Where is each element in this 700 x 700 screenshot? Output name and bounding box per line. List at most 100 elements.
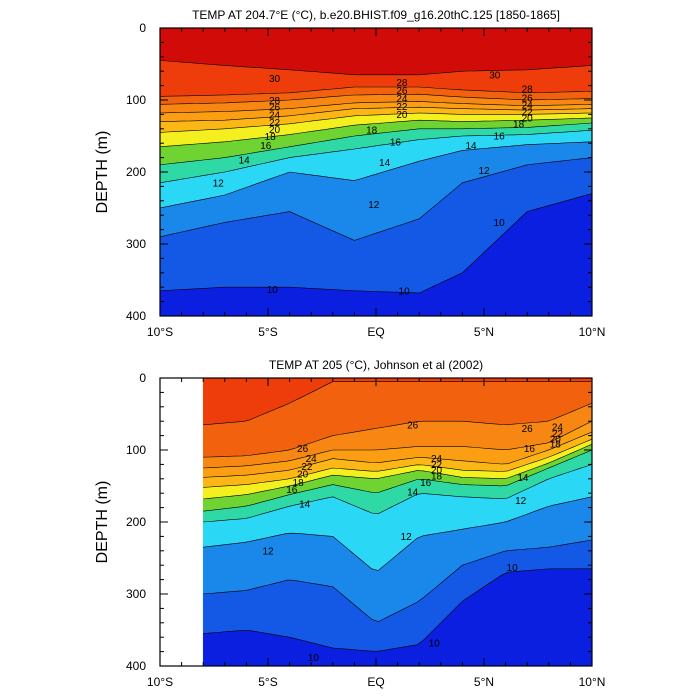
- contour-label: 24: [306, 454, 318, 465]
- x-tick-label: 5°S: [258, 675, 277, 689]
- isotherm-12: [203, 496, 593, 571]
- isotherm-10: [159, 193, 593, 294]
- y-tick-label: 400: [126, 659, 146, 673]
- isotherm-14: [203, 464, 593, 523]
- contour-label: 20: [269, 125, 281, 136]
- contour-label: 12: [401, 532, 413, 543]
- y-tick-label: 100: [126, 93, 146, 107]
- contour-label: 12: [368, 200, 380, 211]
- contour-label: 14: [517, 473, 529, 484]
- y-tick-label: 0: [139, 21, 146, 35]
- contour-label: 16: [494, 132, 506, 143]
- isotherm-18: [159, 117, 593, 148]
- contour-label: 24: [269, 111, 281, 122]
- x-tick-label: EQ: [367, 325, 384, 339]
- contour-label: 14: [465, 141, 477, 152]
- contour-label: 16: [286, 485, 298, 496]
- contour-label: 12: [515, 496, 527, 507]
- isotherm-24: [203, 420, 593, 469]
- isotherm-16: [159, 122, 593, 166]
- isotherm-24: [159, 101, 593, 114]
- contour-label: 22: [431, 460, 443, 471]
- contour-label: 18: [513, 119, 525, 130]
- contour-label: 26: [522, 424, 534, 435]
- contour-label: 24: [431, 454, 443, 465]
- contour-label: 22: [522, 108, 534, 119]
- contour-label: 28: [522, 85, 534, 96]
- contour-label: 16: [524, 444, 536, 455]
- contour-label: 18: [431, 471, 443, 482]
- contour-label: 18: [293, 478, 305, 489]
- isotherm-12: [159, 141, 593, 209]
- isotherm-30: [159, 60, 593, 76]
- contour-label: 20: [431, 466, 443, 477]
- contour-label: 16: [260, 141, 272, 152]
- isotherm-10: [203, 568, 592, 652]
- chart-title: TEMP AT 204.7°E (°C), b.e20.BHIST.f09_g1…: [192, 8, 560, 22]
- isotherm-14: [159, 129, 593, 184]
- contour-label: 10: [399, 286, 411, 297]
- contour-label: 10: [267, 285, 279, 296]
- contour-label: 10: [308, 653, 320, 664]
- contour-label: 22: [552, 429, 564, 440]
- contour-label: 30: [269, 74, 281, 85]
- contour-label: 12: [478, 166, 490, 177]
- contour-label: 20: [550, 435, 562, 446]
- contour-label: 24: [552, 423, 564, 434]
- y-axis-label: DEPTH (m): [94, 481, 111, 564]
- contour-label: 20: [297, 469, 309, 480]
- isotherm-lines: [159, 60, 593, 294]
- contour-label: 10: [494, 218, 506, 229]
- contour-label: 24: [522, 101, 534, 112]
- contour-label: 26: [396, 86, 408, 97]
- x-tick-label: 5°N: [474, 325, 494, 339]
- y-axis-label: DEPTH (m): [94, 131, 111, 214]
- contour-label: 10: [507, 563, 519, 574]
- contour-label: 22: [301, 462, 313, 473]
- contour-label: 14: [239, 155, 251, 166]
- contour-label: 30: [489, 70, 501, 81]
- contour-label: 18: [366, 126, 378, 137]
- contour-label: 14: [407, 487, 419, 498]
- y-tick-label: 200: [126, 515, 146, 529]
- contour-label: 28: [396, 78, 408, 89]
- isotherm-26: [159, 93, 593, 105]
- temperature-fill: [202, 377, 593, 667]
- contour-label: 18: [550, 440, 562, 451]
- y-tick-label: 0: [139, 371, 146, 385]
- x-tick-label: 10°S: [147, 675, 173, 689]
- contour-label: 20: [522, 114, 534, 125]
- y-tick-label: 300: [126, 237, 146, 251]
- contour-label: 14: [299, 500, 311, 511]
- isotherm-20: [203, 438, 593, 488]
- contour-labels: 3028262422201816141210282624222018161412…: [213, 70, 533, 297]
- isotherm-26: [203, 402, 593, 458]
- contour-label: 26: [407, 420, 419, 431]
- y-tick-label: 300: [126, 587, 146, 601]
- chart-title: TEMP AT 205 (°C), Johnson et al (2002): [269, 358, 483, 372]
- isotherm-28: [159, 86, 593, 97]
- contour-label: 16: [420, 478, 432, 489]
- panel-1: 3028262422201816141210282624222018161412…: [94, 8, 605, 339]
- contour-label: 24: [396, 94, 408, 105]
- isotherm-11: [159, 157, 593, 241]
- isotherm-16: [203, 449, 593, 512]
- contour-label: 14: [379, 158, 391, 169]
- contour-label: 22: [269, 118, 281, 129]
- x-tick-label: 10°N: [579, 675, 606, 689]
- contour-label: 12: [213, 178, 225, 189]
- axis-ticks: [159, 27, 593, 317]
- y-tick-label: 100: [126, 443, 146, 457]
- x-tick-label: 10°N: [579, 325, 606, 339]
- x-tick-label: 5°S: [258, 325, 277, 339]
- contour-label: 26: [269, 103, 281, 114]
- axis-ticks: [159, 377, 593, 667]
- isotherm-11: [203, 539, 593, 623]
- contour-label: 12: [262, 546, 274, 557]
- isotherm-lines: [203, 381, 593, 652]
- contour-label: 10: [429, 639, 441, 650]
- contour-label: 28: [269, 96, 281, 107]
- contour-label: 26: [522, 93, 534, 104]
